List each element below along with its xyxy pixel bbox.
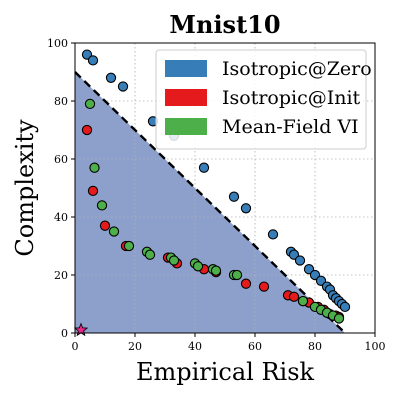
axes: 0 20 40 60 80 100 0 20 40 60 80 100	[47, 37, 386, 353]
data-point	[231, 269, 243, 281]
boundary-line	[74, 71, 346, 334]
x-axis-title: Empirical Risk	[136, 358, 315, 386]
data-point	[89, 162, 100, 173]
x-tick-label: 80	[308, 340, 322, 353]
y-tick-label: 100	[47, 37, 68, 50]
data-point	[288, 291, 300, 302]
data-point	[87, 185, 99, 197]
y-axis-title: Complexity	[11, 119, 39, 257]
legend-label: Isotropic@Zero	[222, 58, 372, 80]
legend-label: Mean-Field VI	[222, 116, 359, 138]
data-point	[84, 98, 96, 110]
legend: Isotropic@Zero Isotropic@Init Mean-Field V…	[155, 49, 372, 150]
data-point	[240, 203, 252, 214]
series-mean-field-vi	[84, 98, 345, 324]
legend-swatch	[165, 118, 207, 135]
data-point	[198, 162, 210, 173]
y-tick-label: 0	[61, 327, 68, 340]
data-point	[192, 261, 204, 272]
data-point	[144, 249, 156, 260]
series-isotropic-zero	[81, 49, 351, 313]
legend-swatch	[165, 60, 207, 77]
data-point	[117, 81, 129, 92]
plot-area	[73, 43, 375, 337]
data-point	[123, 240, 135, 252]
data-point	[240, 278, 252, 289]
data-point	[258, 281, 270, 292]
data-point	[105, 72, 117, 83]
y-tick-label: 60	[54, 153, 68, 166]
data-point	[339, 301, 351, 313]
data-point	[96, 200, 108, 211]
legend-swatch	[165, 89, 207, 106]
data-point	[81, 124, 93, 136]
chart-title: Mnist10	[169, 10, 280, 39]
data-point	[108, 226, 120, 237]
plot-frame	[74, 42, 376, 334]
data-point	[333, 313, 345, 324]
data-point	[297, 295, 309, 307]
x-tick-label: 60	[248, 340, 262, 353]
y-tick-label: 80	[54, 95, 68, 108]
data-point	[168, 255, 180, 266]
x-tick-label: 40	[188, 340, 202, 353]
legend-label: Isotropic@Init	[222, 87, 361, 109]
x-tick-label: 100	[365, 340, 386, 353]
legend-box	[155, 49, 367, 150]
y-tick-label: 40	[54, 211, 68, 224]
data-point	[210, 265, 222, 276]
x-tick-label: 20	[128, 340, 142, 353]
data-point	[267, 229, 279, 240]
data-point	[294, 255, 306, 266]
data-point	[99, 220, 111, 231]
y-tick-label: 20	[54, 269, 68, 282]
data-point	[87, 55, 99, 66]
data-point	[228, 191, 240, 202]
x-tick-label: 0	[72, 340, 79, 353]
